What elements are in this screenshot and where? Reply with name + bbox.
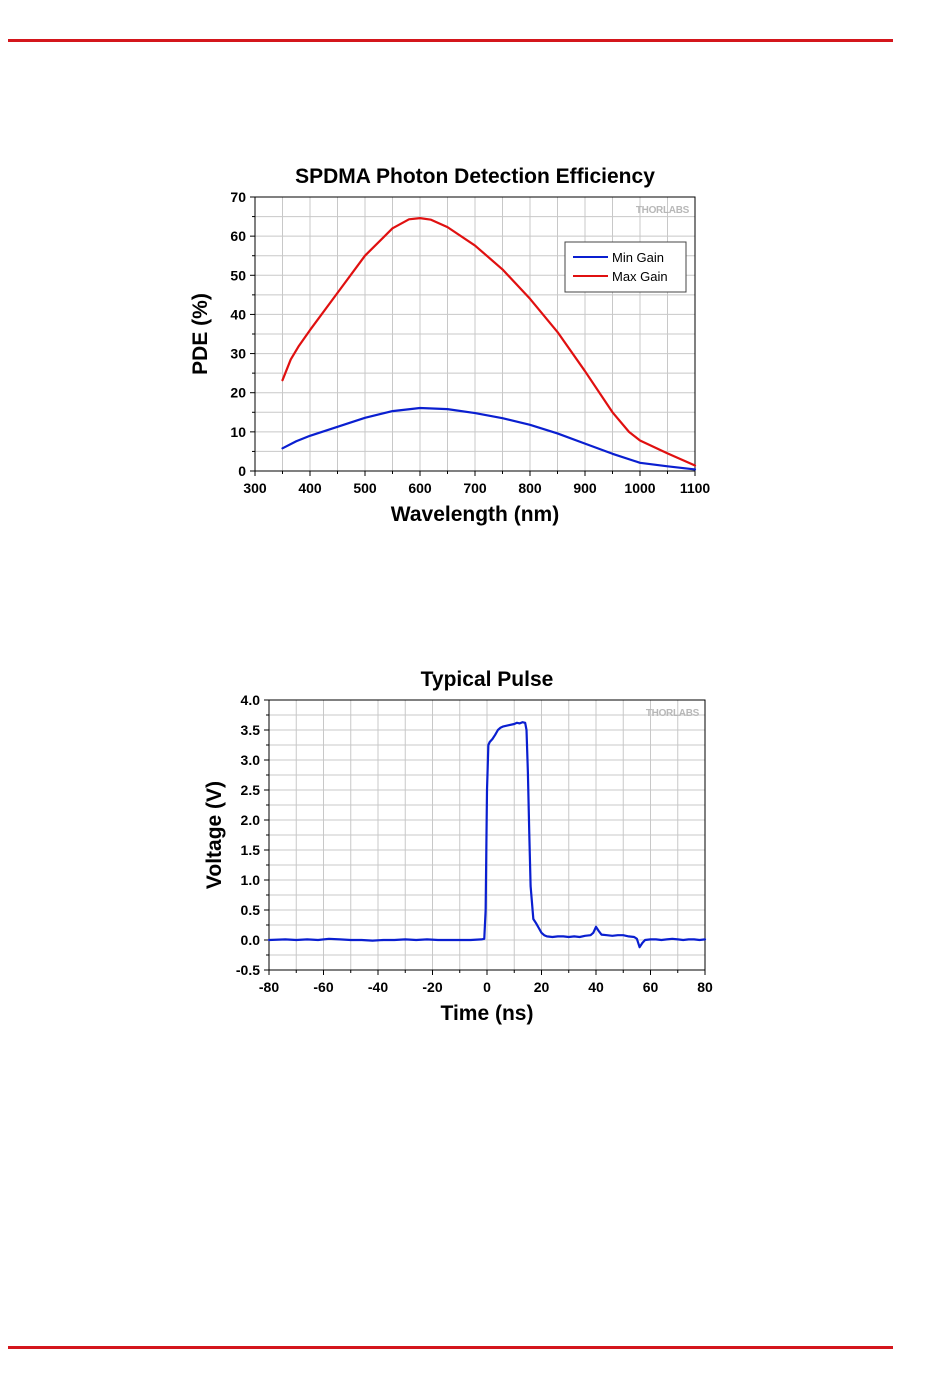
x-tick-label: 800 <box>518 480 542 496</box>
x-tick-label: 1000 <box>624 480 655 496</box>
x-tick-label: 600 <box>408 480 432 496</box>
x-axis-label: Time (ns) <box>441 1002 534 1025</box>
x-tick-label: 500 <box>353 480 377 496</box>
y-tick-label: 0 <box>238 463 246 479</box>
chart-title: Typical Pulse <box>421 668 554 691</box>
y-tick-label: 0.5 <box>241 902 261 918</box>
y-tick-label: 0.0 <box>241 932 261 948</box>
series-line <box>267 721 707 949</box>
x-tick-label: 900 <box>573 480 597 496</box>
legend: Min Gain Max Gain <box>564 241 687 293</box>
x-tick-label: 300 <box>243 480 267 496</box>
chart-title: SPDMA Photon Detection Efficiency <box>295 165 655 188</box>
legend-label: Min Gain <box>612 250 664 265</box>
y-axis-label: Voltage (V) <box>203 781 226 889</box>
series-line <box>281 217 697 467</box>
thorlabs-watermark: THORLABS <box>636 205 690 216</box>
legend-box <box>564 241 687 293</box>
x-tick-label: -40 <box>368 979 388 995</box>
header-rule <box>8 39 893 42</box>
legend-label: Max Gain <box>612 269 668 284</box>
y-tick-label: 1.5 <box>241 842 261 858</box>
footer-rule <box>8 1346 893 1349</box>
x-tick-label: 40 <box>588 979 604 995</box>
y-tick-label: 50 <box>230 267 246 283</box>
y-tick-label: 4.0 <box>241 692 261 708</box>
y-tick-label: 20 <box>230 385 246 401</box>
x-tick-label: -80 <box>259 979 279 995</box>
x-tick-label: 0 <box>483 979 491 995</box>
pulse-chart: -80 -60 -40 -20 0 20 40 60 80 -0.5 0.0 0.5 1.0 1.5 2.0… <box>203 668 713 1025</box>
x-tick-label: 1100 <box>680 480 711 496</box>
plot-frame <box>254 196 696 472</box>
x-tick-label: 80 <box>697 979 713 995</box>
y-axis-label: PDE (%) <box>189 293 212 375</box>
y-tick-label: 60 <box>230 228 246 244</box>
series-line <box>281 406 697 471</box>
x-tick-label: -20 <box>422 979 442 995</box>
y-tick-label: 3.0 <box>241 752 261 768</box>
x-axis-label: Wavelength (nm) <box>391 503 559 526</box>
y-tick-label: 1.0 <box>241 872 261 888</box>
y-tick-label: 70 <box>230 189 246 205</box>
x-tick-label: 20 <box>534 979 550 995</box>
thorlabs-watermark: THORLABS <box>646 708 700 719</box>
y-tick-label: 10 <box>230 424 246 440</box>
y-tick-label: 40 <box>230 306 246 322</box>
y-tick-label: 3.5 <box>241 722 261 738</box>
pde-chart: 300 400 500 600 700 800 900 1000 1100 0 10 20 30 40 50… <box>189 165 711 526</box>
x-tick-label: 400 <box>298 480 322 496</box>
y-tick-label: 2.5 <box>241 782 261 798</box>
y-tick-label: -0.5 <box>236 962 260 978</box>
x-tick-label: 700 <box>463 480 487 496</box>
x-tick-label: -60 <box>313 979 333 995</box>
y-tick-label: 2.0 <box>241 812 261 828</box>
x-tick-label: 60 <box>643 979 659 995</box>
plot-frame <box>268 699 706 971</box>
y-tick-label: 30 <box>230 346 246 362</box>
